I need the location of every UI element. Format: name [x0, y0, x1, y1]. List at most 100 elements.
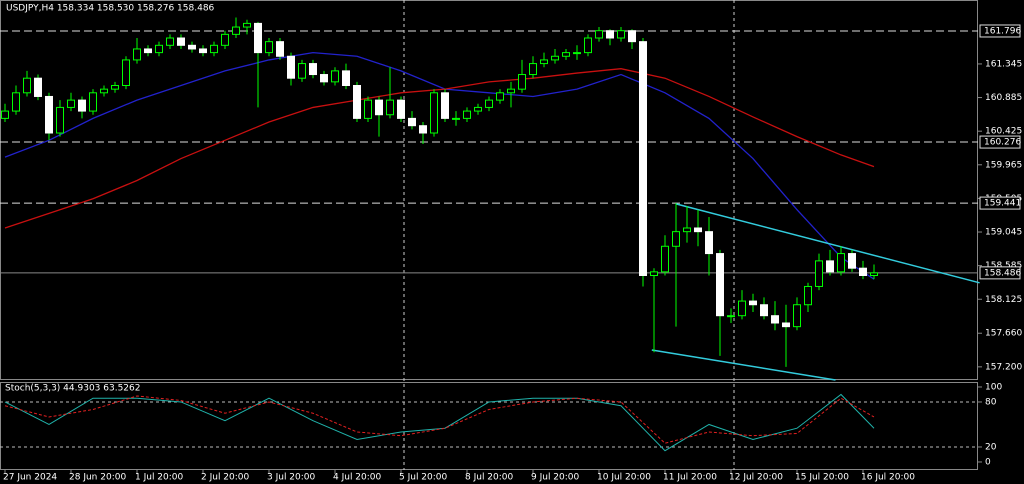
candle-body: [826, 260, 834, 273]
level-box: [979, 196, 1021, 210]
y-tick-label: 157.200: [985, 362, 1022, 372]
trend-line: [651, 349, 836, 381]
candle-body: [617, 30, 625, 39]
candle-body: [155, 44, 163, 54]
moving-average: [4, 68, 875, 229]
candle-body: [276, 41, 284, 57]
y-tick-label: 161.345: [985, 59, 1022, 69]
candle-body: [628, 30, 636, 43]
y-tick-label: 158.585: [985, 261, 1022, 271]
candle-body: [100, 88, 108, 94]
candle-body: [727, 315, 735, 318]
y-tick-label: 80: [985, 397, 997, 407]
candle-body: [551, 55, 559, 61]
y-tick-label: 100: [985, 382, 1002, 392]
candle-body: [111, 85, 119, 90]
current-label: 158.486: [984, 268, 1021, 278]
candle-body: [298, 63, 306, 79]
stoch-line: [4, 393, 875, 452]
candle-body: [463, 110, 471, 119]
candle-body: [386, 99, 394, 116]
candle-body: [639, 41, 647, 277]
candle-body: [595, 30, 603, 39]
stoch-frame: [0, 382, 978, 470]
candle-body: [408, 117, 416, 127]
x-tick-label: 2 Jul 20:00: [201, 473, 250, 483]
candle-body: [815, 260, 823, 287]
candle-body: [672, 231, 680, 247]
candle-body: [793, 304, 801, 328]
candle-body: [573, 52, 581, 55]
candle-body: [243, 22, 251, 28]
candle-body: [232, 26, 240, 35]
candle-body: [540, 59, 548, 65]
candle-body: [12, 92, 20, 112]
y-tick-label: 159.965: [985, 160, 1022, 170]
candle-body: [650, 271, 658, 277]
main-frame: [0, 0, 978, 380]
candle-body: [265, 41, 273, 54]
candle-body: [166, 37, 174, 46]
x-tick-label: 9 Jul 20:00: [531, 473, 580, 483]
candle-body: [56, 106, 64, 134]
candle-body: [133, 48, 141, 61]
stoch-title: Stoch(5,3,3) 44.9303 63.5262: [5, 384, 140, 394]
x-tick-label: 15 Jul 20:00: [795, 473, 849, 483]
candle-body: [496, 92, 504, 101]
candle-body: [452, 117, 460, 120]
current-box: [979, 266, 1021, 280]
candle-body: [122, 59, 130, 86]
candle-body: [45, 95, 53, 134]
candle-body: [859, 267, 867, 277]
candle-body: [254, 22, 262, 54]
candle-body: [34, 77, 42, 97]
candle-body: [177, 37, 185, 46]
level-label: 159.441: [984, 199, 1021, 209]
candle-body: [804, 285, 812, 306]
candle-body: [705, 231, 713, 255]
x-tick-label: 8 Jul 20:00: [465, 473, 514, 483]
candle-body: [738, 300, 746, 317]
candle-body: [67, 99, 75, 108]
candle-body: [375, 99, 383, 116]
candle-body: [342, 70, 350, 86]
candle-body: [199, 48, 207, 54]
candle-body: [870, 272, 878, 277]
candle-body: [23, 77, 31, 94]
level-label: 160.276: [984, 138, 1021, 148]
candle-body: [584, 37, 592, 54]
candle-body: [485, 99, 493, 108]
candle-body: [837, 253, 845, 273]
y-tick-label: 158.125: [985, 295, 1022, 305]
y-tick-label: 0: [985, 457, 991, 467]
moving-average: [4, 51, 875, 280]
candle-body: [430, 92, 438, 134]
x-tick-label: 4 Jul 20:00: [333, 473, 382, 483]
candle-body: [760, 304, 768, 317]
y-tick-label: 160.425: [985, 127, 1022, 137]
candle-body: [78, 99, 86, 112]
header: USDJPY,H4 158.334 158.530 158.276 158.48…: [6, 4, 215, 14]
candle-body: [529, 63, 537, 76]
candle-body: [474, 106, 482, 112]
x-tick-label: 11 Jul 20:00: [663, 473, 717, 483]
level-label: 161.796: [984, 26, 1021, 36]
candle-body: [606, 30, 614, 39]
y-tick-label: 159.045: [985, 228, 1022, 238]
y-tick-label: 160.885: [985, 93, 1022, 103]
candle-body: [562, 52, 570, 57]
y-tick-label: 157.660: [985, 329, 1022, 339]
candle-body: [221, 33, 229, 46]
candle-body: [507, 88, 515, 94]
candle-body: [353, 85, 361, 119]
candle-body: [1, 110, 9, 119]
candle-body: [419, 125, 427, 134]
candle-body: [848, 253, 856, 269]
candle-body: [749, 300, 757, 306]
candle-body: [364, 99, 372, 119]
x-tick-label: 28 Jun 20:00: [69, 473, 126, 483]
candle-body: [331, 70, 339, 83]
stoch-line: [4, 395, 875, 444]
